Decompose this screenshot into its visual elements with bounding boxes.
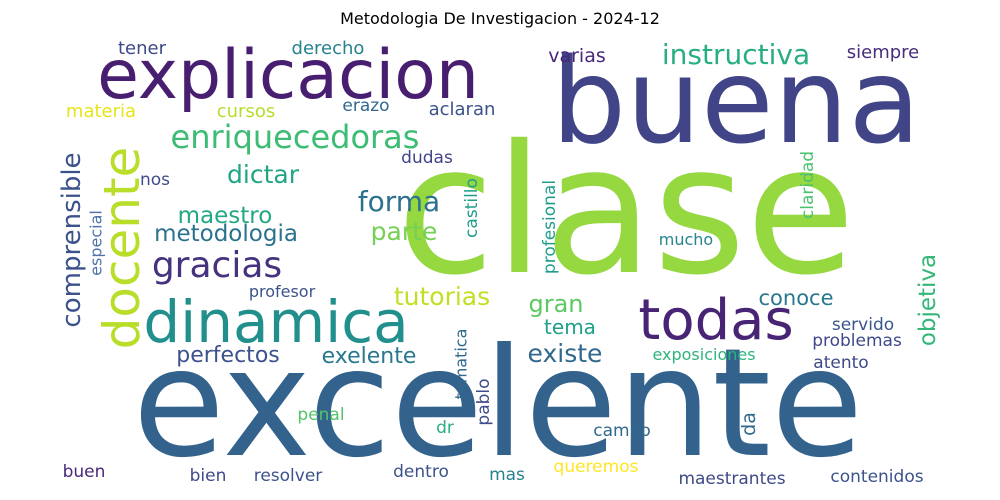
word-tutorias: tutorias [394, 282, 490, 311]
word-derecho: derecho [292, 38, 365, 59]
word-profesional: profesional [540, 180, 560, 274]
word-explicacion: explicacion [97, 36, 479, 115]
word-instructiva: instructiva [662, 38, 810, 71]
word-dictar: dictar [227, 160, 300, 189]
word-pablo: pablo [474, 378, 494, 425]
word-da: da [738, 412, 760, 436]
word-comprensible: comprensible [57, 152, 87, 327]
word-exelente: exelente [322, 344, 417, 369]
word-tener: tener [118, 38, 167, 59]
word-materia: materia [66, 101, 136, 122]
word-dr: dr [436, 418, 454, 438]
word-dudas: dudas [401, 148, 453, 168]
word-problemas: problemas [812, 331, 902, 351]
word-existe: existe [528, 339, 603, 368]
word-penal: penal [297, 405, 344, 425]
word-erazo: erazo [342, 96, 389, 116]
word-aclaran: aclaran [429, 99, 496, 120]
word-enriquecedoras: enriquecedoras [171, 118, 420, 156]
word-bien: bien [190, 466, 227, 486]
word-exposiciones: exposiciones [652, 345, 755, 364]
word-objetiva: objetiva [915, 254, 941, 346]
word-castillo: castillo [462, 178, 482, 238]
word-especial: especial [87, 210, 106, 276]
word-cursos: cursos [217, 101, 275, 122]
word-todas: todas [638, 288, 793, 353]
word-metodologia: metodologia [154, 221, 298, 247]
word-varias: varias [548, 45, 606, 67]
word-nos: nos [140, 170, 170, 190]
word-gracias: gracias [152, 245, 282, 286]
word-clase: clase [397, 107, 856, 314]
word-queremos: queremos [554, 457, 639, 477]
word-resolver: resolver [254, 466, 323, 486]
word-excelente: excelente [133, 317, 864, 491]
word-profesor: profesor [249, 282, 316, 301]
word-campo: campo [593, 421, 651, 441]
word-mas: mas [489, 465, 525, 485]
word-dentro: dentro [393, 462, 449, 482]
word-siempre: siempre [847, 42, 920, 63]
word-dinamica: dinamica [143, 288, 408, 356]
word-perfectos: perfectos [176, 343, 279, 368]
word-tema: tema [544, 315, 596, 339]
chart-title: Metodologia De Investigacion - 2024-12 [340, 9, 660, 28]
word-conoce: conoce [758, 286, 833, 310]
word-contenidos: contenidos [830, 467, 923, 487]
word-tematica: tematica [452, 329, 471, 400]
word-gran: gran [528, 290, 583, 318]
word-maestrantes: maestrantes [678, 469, 785, 489]
word-claridad: claridad [798, 151, 818, 219]
word-servido: servido [832, 315, 894, 335]
word-atento: atento [813, 353, 868, 373]
word-maestro: maestro [178, 203, 273, 229]
word-forma: forma [358, 185, 440, 218]
word-mucho: mucho [659, 230, 713, 249]
word-parte: parte [371, 217, 438, 246]
word-buena: buena [551, 32, 920, 170]
word-docente: docente [93, 147, 151, 350]
word-buen: buen [63, 462, 106, 482]
